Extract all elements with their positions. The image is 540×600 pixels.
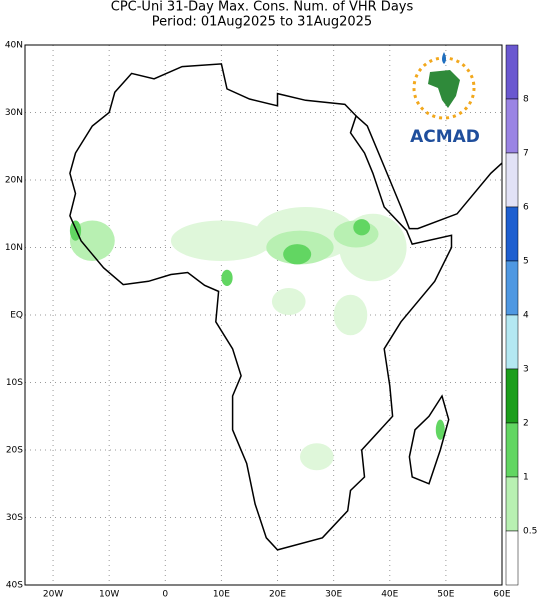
y-tick-label: 30N (5, 108, 23, 118)
colorbar-segment (505, 152, 519, 208)
rain-patch (299, 443, 334, 471)
rain-patch (333, 294, 368, 336)
rain-patch (271, 288, 306, 315)
x-tick-label: 40E (381, 590, 398, 600)
x-tick-label: 10W (99, 590, 119, 600)
colorbar-segment (505, 368, 519, 424)
y-tick-label: 40N (5, 41, 23, 51)
x-tick-label: 30E (325, 590, 342, 600)
coastline (355, 115, 503, 230)
colorbar-label: 6 (523, 203, 529, 213)
colorbar-label: 8 (523, 95, 529, 105)
title-line: Period: 01Aug2025 to 31Aug2025 (152, 15, 372, 30)
map-frame (24, 44, 503, 586)
logo-text: ACMAD (410, 127, 480, 147)
colorbar-label: 7 (523, 149, 529, 159)
colorbar-segment (505, 476, 519, 532)
colorbar-segment (505, 530, 519, 586)
colorbar-label: 1 (523, 473, 529, 483)
y-tick-label: 20S (6, 446, 23, 456)
colorbar-segment (505, 260, 519, 316)
x-tick-label: 50E (437, 590, 454, 600)
y-tick-label: 10S (6, 378, 23, 388)
x-tick-label: 20E (269, 590, 286, 600)
coastline (408, 394, 450, 485)
colorbar-label: 3 (523, 365, 529, 375)
rain-patch (353, 219, 371, 236)
y-tick-label: 40S (6, 581, 23, 591)
y-tick-label: 20N (5, 176, 23, 186)
colorbar-label: 5 (523, 257, 529, 267)
colorbar-label: 2 (523, 419, 529, 429)
colorbar-segment (505, 422, 519, 478)
y-tick-label: 10N (5, 243, 23, 253)
y-tick-label: 30S (6, 513, 23, 523)
rain-patch (283, 244, 312, 265)
colorbar-label: 4 (523, 311, 529, 321)
colorbar-label: 0.5 (523, 527, 537, 537)
colorbar-segment (505, 98, 519, 154)
x-tick-label: 60E (493, 590, 510, 600)
coastline (69, 63, 453, 551)
map-area (25, 45, 503, 585)
x-tick-label: 0 (162, 590, 168, 600)
colorbar-segment (505, 314, 519, 370)
rain-patch (221, 269, 233, 286)
rain-patch (435, 419, 445, 440)
colorbar-segment (505, 44, 519, 100)
y-tick-label: EQ (10, 311, 23, 321)
title-line: CPC-Uni 31-Day Max. Cons. Num. of VHR Da… (111, 0, 414, 15)
colorbar-segment (505, 206, 519, 262)
rain-patch (69, 220, 115, 261)
logo-icon (412, 52, 476, 120)
x-tick-label: 10E (213, 590, 230, 600)
x-tick-label: 20W (43, 590, 63, 600)
rain-patch (170, 220, 272, 261)
